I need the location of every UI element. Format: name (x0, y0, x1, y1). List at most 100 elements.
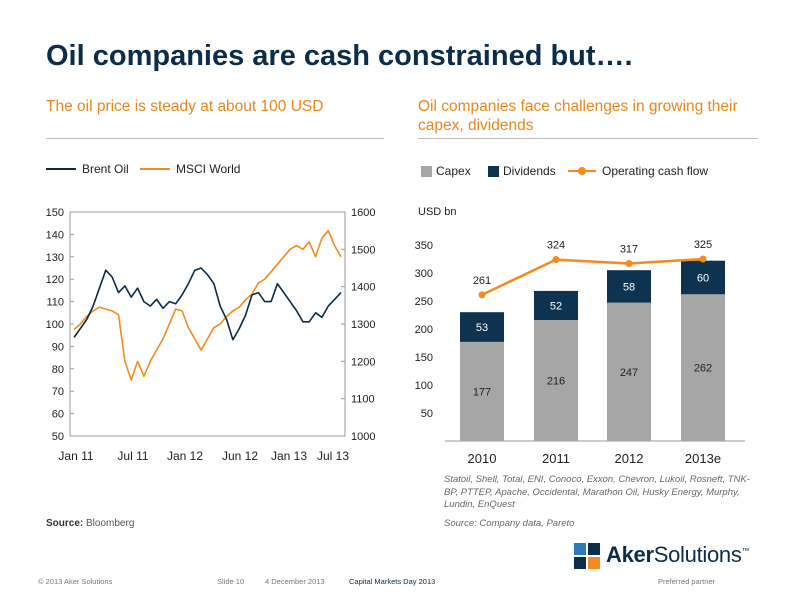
left-source-text: Bloomberg (86, 518, 135, 529)
left-y-tick-label: 150 (46, 207, 64, 219)
left-source-label: Source: (46, 518, 84, 529)
x-tick-label: Jan 13 (271, 449, 307, 463)
right-subtitle: Oil companies face challenges in growing… (418, 98, 738, 134)
logo-wordmark: AkerSolutions™ (606, 542, 750, 568)
bar-y-tick-label: 350 (415, 240, 433, 252)
capex-bar (681, 294, 725, 441)
bar-y-tick-label: 200 (415, 324, 433, 336)
bar-chart: USD bn 50 100 150 200 250 300 350 177 53 2010 216… (415, 206, 745, 466)
dividends-value-label: 58 (623, 281, 635, 293)
line-chart-frame (69, 211, 346, 437)
legend-msci-swatch (140, 168, 170, 170)
bar-category-label: 2013e (685, 451, 721, 466)
operating-cash-flow-label: 317 (620, 243, 638, 255)
legend-dividends-label: Dividends (503, 164, 556, 178)
footer-slide: Slide 10 (217, 577, 245, 586)
x-tick-label: Jul 13 (317, 449, 349, 463)
bar-category-label: 2011 (542, 451, 570, 466)
capex-value-label: 216 (547, 376, 565, 388)
footer-copyright: © 2013 Aker Solutions (38, 577, 113, 586)
dividends-bar (534, 290, 578, 321)
capex-value-label: 177 (473, 386, 491, 398)
legend-ocf-marker (578, 167, 586, 175)
dividends-value-label: 53 (476, 322, 488, 334)
left-y-tick-label: 140 (46, 229, 64, 241)
legend-ocf-label: Operating cash flow (602, 164, 709, 178)
dividends-value-label: 52 (550, 300, 562, 312)
bar-legend: Capex Dividends Operating cash flow (418, 162, 758, 180)
left-y-tick-label: 50 (52, 431, 64, 443)
footer: © 2013 Aker Solutions Slide 10 4 Decembe… (0, 577, 800, 589)
left-y-tick-label: 90 (52, 341, 64, 353)
legend-brent-swatch (46, 168, 76, 170)
slide-title: Oil companies are cash constrained but…. (46, 40, 633, 72)
logo-part1: Aker (606, 542, 654, 567)
bar-category-label: 2010 (468, 451, 497, 466)
bar-unit-label: USD bn (418, 206, 457, 218)
msci-world-line (73, 229, 342, 381)
left-subtitle: The oil price is steady at about 100 USD (46, 98, 324, 115)
capex-bar (534, 320, 578, 441)
x-tick-label: Jan 11 (58, 449, 93, 463)
right-y-tick-label: 1600 (351, 207, 375, 219)
right-y-tick-label: 1100 (351, 394, 375, 406)
right-y-tick-label: 1400 (351, 282, 375, 294)
left-y-tick-label: 60 (52, 409, 64, 421)
right-y-tick-label: 1300 (351, 319, 375, 331)
logo-mark-icon (574, 543, 600, 569)
operating-cash-flow-point (699, 255, 707, 263)
footer-tagline: Preferred partner (658, 577, 716, 586)
x-tick-label: Jun 12 (222, 449, 258, 463)
left-y-tick-label: 70 (52, 386, 64, 398)
right-y-tick-label: 1000 (351, 431, 375, 443)
operating-cash-flow-label: 325 (694, 239, 712, 251)
dividends-bar (607, 270, 651, 303)
footer-event: Capital Markets Day 2013 (349, 577, 436, 586)
left-divider (46, 138, 384, 139)
operating-cash-flow-line (481, 257, 704, 296)
dividends-value-label: 60 (697, 272, 709, 284)
operating-cash-flow-point (552, 256, 560, 264)
right-y-tick-label: 1200 (351, 356, 375, 368)
left-y-tick-label: 120 (46, 274, 64, 286)
dividends-bar (460, 312, 504, 342)
x-tick-label: Jan 12 (167, 449, 203, 463)
logo-tm: ™ (741, 546, 750, 556)
operating-cash-flow-point (478, 291, 486, 299)
right-y-tick-label: 1500 (351, 244, 375, 256)
left-y-tick-label: 130 (46, 252, 64, 264)
operating-cash-flow-label: 261 (473, 275, 491, 287)
bar-y-tick-label: 50 (421, 408, 433, 420)
line-legend: Brent Oil MSCI World (46, 160, 386, 178)
x-tick-label: Jul 11 (117, 449, 148, 463)
left-y-tick-label: 80 (52, 364, 64, 376)
bar-y-tick-label: 250 (415, 296, 433, 308)
capex-value-label: 247 (620, 367, 638, 379)
bar-category-label: 2012 (615, 451, 644, 466)
legend-dividends-swatch (488, 166, 499, 177)
footer-date: 4 December 2013 (265, 577, 325, 586)
dividends-bar (681, 260, 725, 295)
left-source: Source: Bloomberg (46, 518, 134, 529)
aker-solutions-logo: AkerSolutions™ (574, 540, 764, 574)
capex-value-label: 262 (694, 363, 712, 375)
bar-y-tick-label: 150 (415, 352, 433, 364)
left-y-tick-label: 100 (46, 319, 64, 331)
line-chart: 50 60 70 80 90 100 110 120 130 140 150 1000 1100 120… (46, 207, 376, 463)
legend-brent-label: Brent Oil (82, 162, 129, 176)
legend-capex-label: Capex (436, 164, 471, 178)
legend-capex-swatch (421, 166, 432, 177)
capex-bar (607, 302, 651, 441)
operating-cash-flow-point (625, 259, 633, 267)
company-list-note: Statoil, Shell, Total, ENI, Conoco, Exxo… (444, 474, 750, 510)
right-divider (418, 138, 758, 139)
capex-bar (460, 341, 504, 441)
left-y-tick-label: 110 (46, 297, 64, 309)
right-source: Source: Company data, Pareto (444, 518, 575, 529)
operating-cash-flow-label: 324 (547, 240, 565, 252)
bar-y-tick-label: 300 (415, 268, 433, 280)
brent-oil-line (73, 267, 342, 341)
logo-part2: Solutions (653, 542, 742, 567)
legend-msci-label: MSCI World (176, 162, 241, 176)
bar-y-tick-label: 100 (415, 380, 433, 392)
